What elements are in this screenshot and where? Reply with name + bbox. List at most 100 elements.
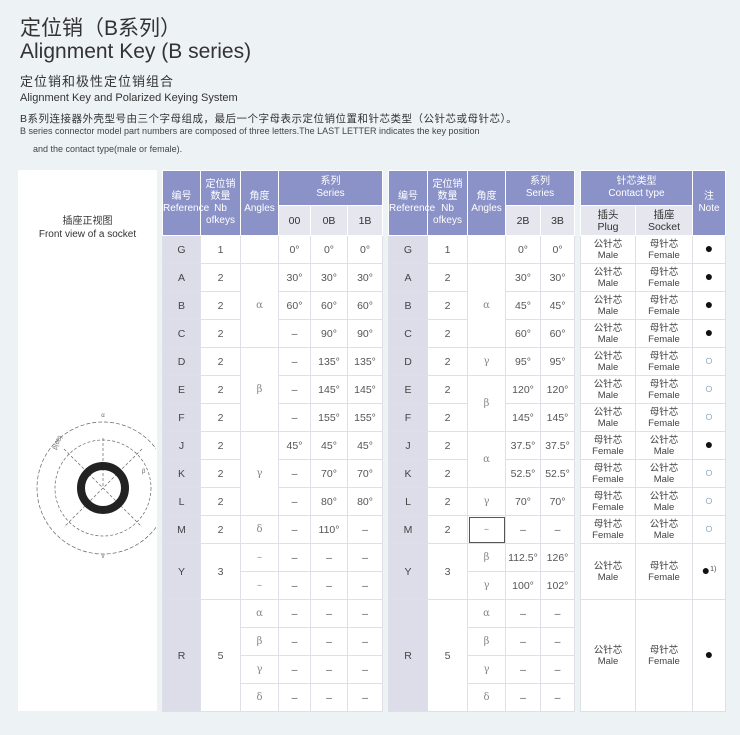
angle-cell: – (240, 571, 279, 600)
angle-value-cell: 102° (539, 571, 576, 600)
text-en: Female (648, 305, 680, 317)
text-cn: 公针芯 (649, 434, 679, 446)
filled-circle-icon: ● (704, 240, 714, 256)
angles-header: 角度 Angles (240, 170, 279, 236)
note-cell: ○ (692, 347, 726, 376)
filled-circle-icon: ● (704, 324, 714, 340)
angle-value-cell: – (278, 599, 311, 628)
angle-value-cell: – (539, 627, 576, 656)
table-row: F 2 145° 145° (388, 403, 576, 432)
table-row: δ – – – (163, 683, 384, 712)
angle-cell: γ (467, 487, 506, 516)
text-en: Female (648, 277, 680, 289)
socket-cell: 母针芯 Female (635, 375, 693, 404)
table-row: 公针芯 Male 母针芯 Female ○ (580, 375, 726, 404)
text-en: Nb ofkeys (433, 203, 462, 226)
angle-value-cell: – (278, 487, 311, 516)
front-view-label-cn: 插座正视图 (62, 216, 113, 227)
angle-value-cell: – (346, 543, 384, 572)
angle-value-cell: – (346, 515, 384, 544)
angle-value-cell: – (278, 627, 311, 656)
angle-value-cell: 90° (346, 319, 384, 348)
filled-circle-icon: ● (704, 646, 714, 662)
angle-value-cell: 30° (310, 263, 348, 292)
angle-value-cell: 37.5° (539, 431, 576, 460)
angle-value-cell: 0° (310, 235, 348, 264)
angle-value-cell: 0° (505, 235, 541, 264)
text-en: Male (597, 655, 619, 667)
table-row: A 2 α 30° 30° (388, 263, 576, 348)
table-row: G 1 0° 0° 0° (162, 235, 384, 264)
angle-value-cell: – (310, 599, 348, 628)
angle-value-cell: 80° (346, 487, 384, 516)
text-cn: 母针芯 (593, 434, 623, 446)
angle-value-cell: 60° (505, 319, 541, 348)
plug-cell: 公针芯 Male (580, 403, 636, 432)
angle-value-cell: 60° (346, 291, 384, 320)
table-row: L 2–80° 80° (162, 487, 384, 516)
text-en: Socket (647, 220, 681, 233)
table-row: D 2 γ 95° 95° (388, 347, 576, 376)
angle-cell: δ (240, 515, 279, 544)
filled-circle-icon: ● (704, 268, 714, 284)
angle-value-cell: – (505, 655, 541, 684)
reference-cell: G (162, 235, 201, 264)
subheader-row: 插头 Plug 插座 Socket (580, 205, 726, 236)
angle-value-cell: 90° (310, 319, 348, 348)
angle-value-cell: – (310, 543, 348, 572)
table-row: K 2 52.5° 52.5° (388, 459, 576, 488)
nb-keys-cell: 2 (200, 319, 241, 348)
series-code-header: 3B (539, 205, 576, 236)
angle-value-cell: 37.5° (505, 431, 541, 460)
nb-keys-cell: 2 (200, 403, 241, 432)
angle-value-cell: – (346, 655, 384, 684)
nb-keys-cell: 1 (427, 235, 468, 264)
title-cn: 定位销（B系列） (20, 17, 182, 40)
text-cn: 公针芯 (593, 560, 623, 572)
table-row: R 5 α – – (388, 599, 576, 712)
text-en: Female (648, 417, 680, 429)
text-cn: 公针芯 (593, 406, 623, 418)
text-cn: 母针芯 (649, 560, 679, 572)
nb-keys-cell: 2 (200, 459, 241, 488)
text-en: Nb ofkeys (206, 203, 235, 226)
angle-value-cell: – (539, 515, 576, 544)
text-cn: 针芯类型 (616, 176, 657, 187)
reference-cell: F (388, 403, 428, 432)
note-cell: ● (692, 291, 726, 320)
socket-cell: 母针芯 Female (635, 319, 693, 348)
table-row: β – – (389, 627, 576, 656)
contact-type-table: 针芯类型 Contact type 注 Note 插头 Plug 插座 Socket 公针芯 Ma… (580, 170, 726, 712)
plug-cell: 母针芯 Female (580, 431, 636, 460)
reference-cell: B (388, 291, 428, 320)
nb-keys-cell: 5 (427, 599, 468, 712)
text-en: Contact type (608, 188, 665, 199)
angle-value-cell: – (310, 627, 348, 656)
reference-cell: K (388, 459, 428, 488)
angle-value-cell: 52.5° (505, 459, 541, 488)
text-cn: 公针芯 (593, 350, 623, 362)
table-row: δ – – (389, 683, 576, 712)
reference-cell: E (388, 375, 428, 404)
reference-cell: A (162, 263, 201, 292)
nb-keys-cell: 2 (200, 375, 241, 404)
reference-cell: E (162, 375, 201, 404)
reference-cell: A (388, 263, 428, 292)
nb-keys-cell: 5 (200, 599, 241, 712)
text-en: Male (597, 333, 619, 345)
plug-cell: 公针芯 Male (580, 375, 636, 404)
reference-cell: M (162, 515, 201, 544)
angle-value-cell: 70° (346, 459, 384, 488)
text-en: Female (648, 389, 680, 401)
reference-cell: K (162, 459, 201, 488)
text-en: Reference (389, 203, 436, 214)
angle-value-cell: 135° (346, 347, 384, 376)
table-row: 公针芯 Male 母针芯 Female ● (580, 235, 726, 264)
reference-cell: L (388, 487, 428, 516)
text-cn: 系列 (320, 176, 341, 187)
table-row: 母针芯 Female 公针芯 Male ○ (580, 515, 726, 544)
angles-header: 角度 Angles (467, 170, 506, 236)
text-cn: 公针芯 (593, 238, 623, 250)
open-circle-icon: ○ (704, 408, 714, 424)
angle-cell: γ (467, 655, 506, 684)
